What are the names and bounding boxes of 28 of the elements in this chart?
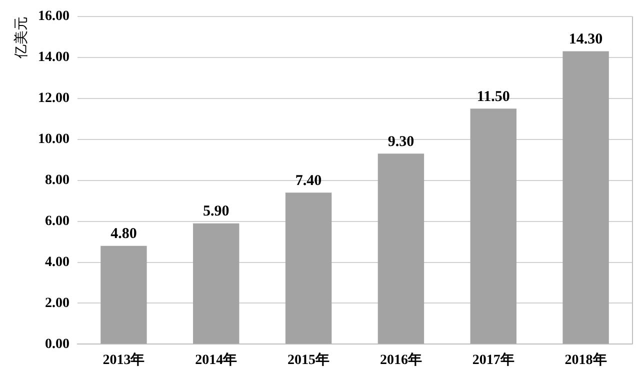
bar (100, 246, 147, 344)
x-tick-label: 2014年 (195, 352, 238, 368)
y-tick-label: 14.00 (38, 50, 70, 65)
x-tick-label: 2017年 (472, 352, 514, 368)
x-tick-label: 2015年 (288, 352, 330, 368)
y-tick-label: 4.00 (45, 254, 70, 270)
y-tick-label: 10.00 (38, 132, 70, 147)
y-tick-label: 8.00 (45, 172, 70, 188)
bar (378, 154, 424, 344)
bar (285, 192, 332, 344)
bar (562, 51, 609, 344)
bar (193, 223, 240, 344)
y-axis-title: 亿美元 (14, 16, 30, 60)
data-label: 5.90 (203, 204, 230, 220)
bar (470, 108, 516, 344)
y-tick-label: 2.00 (45, 296, 70, 311)
data-label: 11.50 (476, 88, 510, 105)
x-tick-label: 2013年 (102, 352, 145, 368)
data-label: 7.40 (295, 172, 322, 189)
y-tick-label: 12.00 (38, 90, 70, 106)
y-tick-label: 0.00 (45, 336, 70, 352)
y-tick-label: 6.00 (45, 214, 70, 229)
x-tick-label: 2016年 (380, 352, 422, 368)
y-tick-label: 16.00 (38, 9, 70, 24)
data-label: 14.30 (568, 32, 603, 48)
x-tick-label: 2018年 (564, 352, 607, 368)
data-label: 4.80 (110, 226, 137, 242)
data-label: 9.30 (388, 134, 414, 150)
